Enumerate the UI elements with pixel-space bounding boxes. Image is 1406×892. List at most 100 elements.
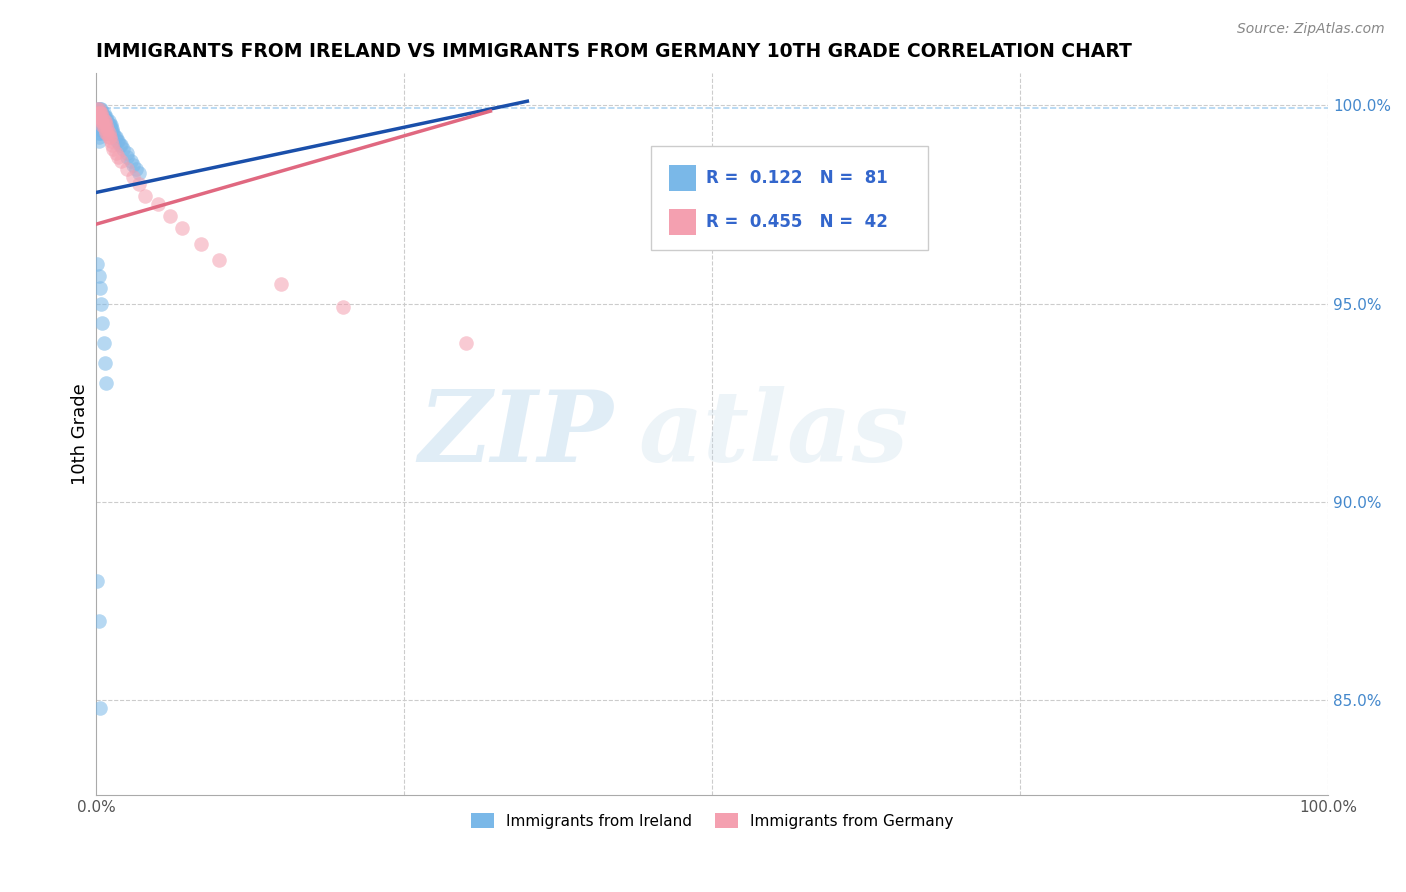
Text: Source: ZipAtlas.com: Source: ZipAtlas.com [1237, 22, 1385, 37]
Point [128, 165, 150, 179]
Point [190, 237, 212, 252]
Point [87, 106, 110, 120]
Point [90, 122, 112, 136]
Point [89, 106, 111, 120]
Point [87, 126, 110, 140]
FancyBboxPatch shape [651, 145, 928, 251]
Point [454, 336, 477, 351]
Point [115, 150, 138, 164]
Point [97, 129, 120, 144]
Point [89, 280, 111, 294]
Point [90, 102, 112, 116]
Point [98, 122, 121, 136]
Point [100, 134, 122, 148]
Point [96, 122, 118, 136]
Point [93, 110, 115, 124]
Point [101, 122, 124, 136]
Point [100, 122, 122, 136]
Y-axis label: 10th Grade: 10th Grade [72, 384, 89, 485]
Point [87, 122, 110, 136]
Text: ZIP: ZIP [419, 386, 613, 483]
Point [87, 114, 110, 128]
Point [159, 209, 181, 223]
Point [115, 161, 138, 176]
Point [104, 145, 127, 160]
Point [87, 110, 110, 124]
Point [86, 110, 108, 124]
FancyBboxPatch shape [669, 166, 696, 192]
Point [91, 106, 114, 120]
Point [94, 118, 117, 132]
Point [90, 106, 112, 120]
Point [91, 118, 114, 132]
Point [96, 122, 118, 136]
Point [93, 118, 115, 132]
Point [89, 701, 111, 715]
Point [93, 336, 115, 351]
Point [93, 118, 115, 132]
Point [87, 129, 110, 144]
Point [101, 126, 124, 140]
Point [124, 161, 146, 176]
Point [100, 118, 122, 132]
Legend: Immigrants from Ireland, Immigrants from Germany: Immigrants from Ireland, Immigrants from… [465, 806, 959, 835]
Point [90, 114, 112, 128]
Point [112, 142, 135, 156]
Point [87, 110, 110, 124]
Point [98, 129, 121, 144]
Point [270, 277, 292, 291]
Point [91, 114, 114, 128]
Point [89, 106, 111, 120]
Point [94, 126, 117, 140]
Point [93, 122, 115, 136]
Point [103, 126, 125, 140]
Point [90, 114, 112, 128]
Point [107, 134, 129, 148]
Point [90, 110, 112, 124]
Point [94, 118, 117, 132]
Point [128, 178, 150, 192]
Text: atlas: atlas [638, 386, 908, 483]
Point [93, 114, 115, 128]
Point [87, 118, 110, 132]
Point [89, 118, 111, 132]
Point [94, 110, 117, 124]
Point [93, 106, 115, 120]
Point [90, 118, 112, 132]
Point [89, 110, 111, 124]
Text: R =  0.122   N =  81: R = 0.122 N = 81 [706, 169, 887, 187]
Point [91, 316, 114, 330]
Point [87, 102, 110, 116]
Point [93, 114, 115, 128]
Point [86, 257, 108, 271]
Point [97, 126, 120, 140]
Point [94, 114, 117, 128]
Point [104, 129, 127, 144]
Point [89, 110, 111, 124]
Point [134, 189, 156, 203]
Point [96, 114, 118, 128]
Point [332, 301, 354, 315]
Point [94, 376, 117, 390]
Point [104, 129, 127, 144]
Point [86, 110, 108, 124]
Point [94, 118, 117, 132]
Point [86, 102, 108, 116]
Point [146, 197, 169, 211]
Point [110, 137, 132, 152]
Point [101, 137, 124, 152]
Point [87, 614, 110, 628]
Point [94, 114, 117, 128]
Point [108, 137, 131, 152]
Text: R =  0.455   N =  42: R = 0.455 N = 42 [706, 213, 887, 231]
Point [94, 114, 117, 128]
Point [86, 102, 108, 116]
Point [96, 118, 118, 132]
Point [90, 106, 112, 120]
Text: IMMIGRANTS FROM IRELAND VS IMMIGRANTS FROM GERMANY 10TH GRADE CORRELATION CHART: IMMIGRANTS FROM IRELAND VS IMMIGRANTS FR… [96, 42, 1132, 61]
Point [96, 126, 118, 140]
Point [87, 134, 110, 148]
Point [103, 142, 125, 156]
Point [91, 114, 114, 128]
Point [115, 145, 138, 160]
